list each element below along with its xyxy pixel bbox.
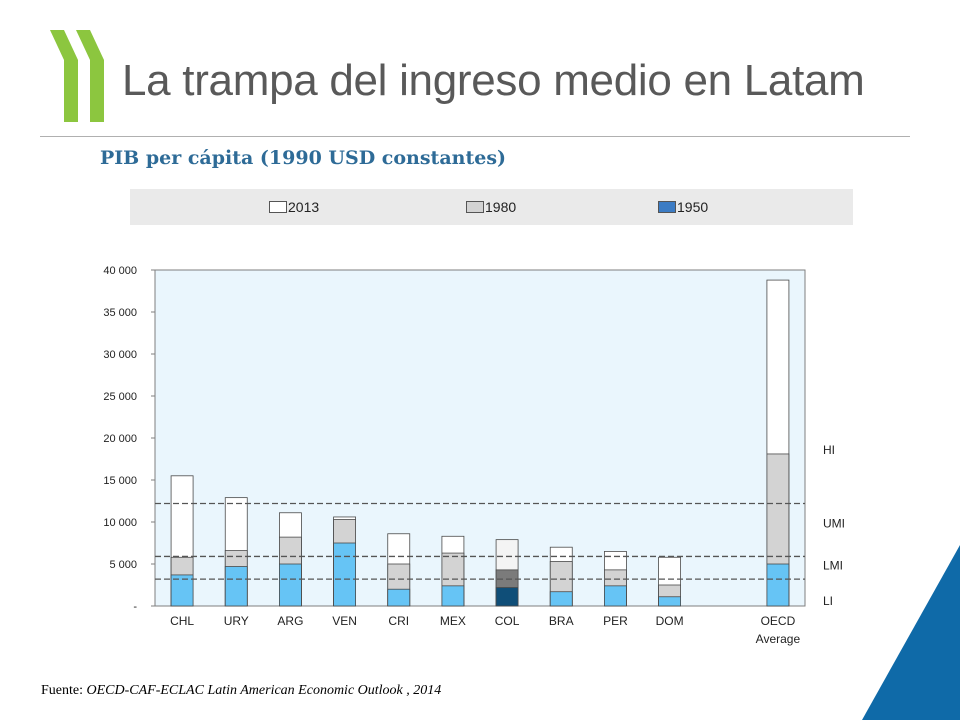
bar-1950-VEN [333,542,356,607]
y-tick-label: 5 000 [109,559,137,571]
bar-1950-CRI [387,588,411,607]
y-tick-label: 30 000 [103,349,137,361]
y-tick-label: 40 000 [103,265,137,277]
gdp-per-capita-chart: - 5 000 10 000 15 000 20 000 25 000 30 000 35 0… [103,265,845,646]
x-tick-label: PER [603,614,628,628]
source-text: OECD-CAF-ECLAC Latin American Economic O… [83,683,442,698]
logo-chevron-right-lower [90,60,104,122]
x-tick-label: ARG [277,614,303,628]
x-tick-label: COL [495,614,520,628]
source-label: Fuente: [41,683,83,698]
x-tick-label: CRI [388,614,409,628]
slide-title: La trampa del ingreso medio en Latam [122,56,865,105]
legend-label-1950: 1950 [677,199,709,215]
x-tick-label-line2: Average [756,632,801,646]
x-tick-label: DOM [656,614,684,628]
chart-subtitle: PIB per cápita (1990 USD constantes) [100,147,507,169]
threshold-label-umi: UMI [823,517,845,531]
y-tick-label: 10 000 [103,517,137,529]
threshold-label-li: LI [823,594,833,608]
y-tick-label: 25 000 [103,391,137,403]
y-tick-label: 20 000 [103,433,137,445]
bar-1950-PER [604,585,627,607]
title-divider [40,136,910,137]
y-tick-label: - [133,601,137,613]
bar-1950-BRA [549,591,573,607]
bar-1950-OECD [766,563,790,607]
legend-swatch-1980 [466,201,484,213]
oecd-logo-icon [50,30,104,122]
chart-legend: 2013 1980 1950 [130,189,853,225]
bar-1950-URY [224,566,248,607]
bar-1950-ARG [279,563,302,607]
logo-chevron-right [76,30,104,60]
legend-label-1980: 1980 [485,199,517,215]
x-tick-label: URY [224,614,249,628]
legend-swatch-1950 [658,201,676,213]
x-tick-label: CHL [170,614,194,628]
bar-1950-MEX [441,585,465,607]
legend-label-2013: 2013 [288,199,320,215]
bar-1950-CHL [170,574,194,607]
x-tick-label: BRA [549,614,574,628]
source-note: Fuente: OECD-CAF-ECLAC Latin American Ec… [41,683,441,699]
threshold-label-lmi: LMI [823,559,843,573]
logo-chevron-left [50,30,78,60]
threshold-label-hi: HI [823,443,835,457]
bar-1950-DOM [658,596,681,607]
bar-1950-COL [495,587,519,607]
y-tick-label: 35 000 [103,307,137,319]
y-tick-label: 15 000 [103,475,137,487]
x-tick-label: VEN [332,614,357,628]
legend-swatch-2013 [269,201,287,213]
x-tick-label: OECD [761,614,796,628]
plot-area [154,269,806,607]
x-tick-label: MEX [440,614,466,628]
logo-chevron-left-lower [64,60,78,122]
